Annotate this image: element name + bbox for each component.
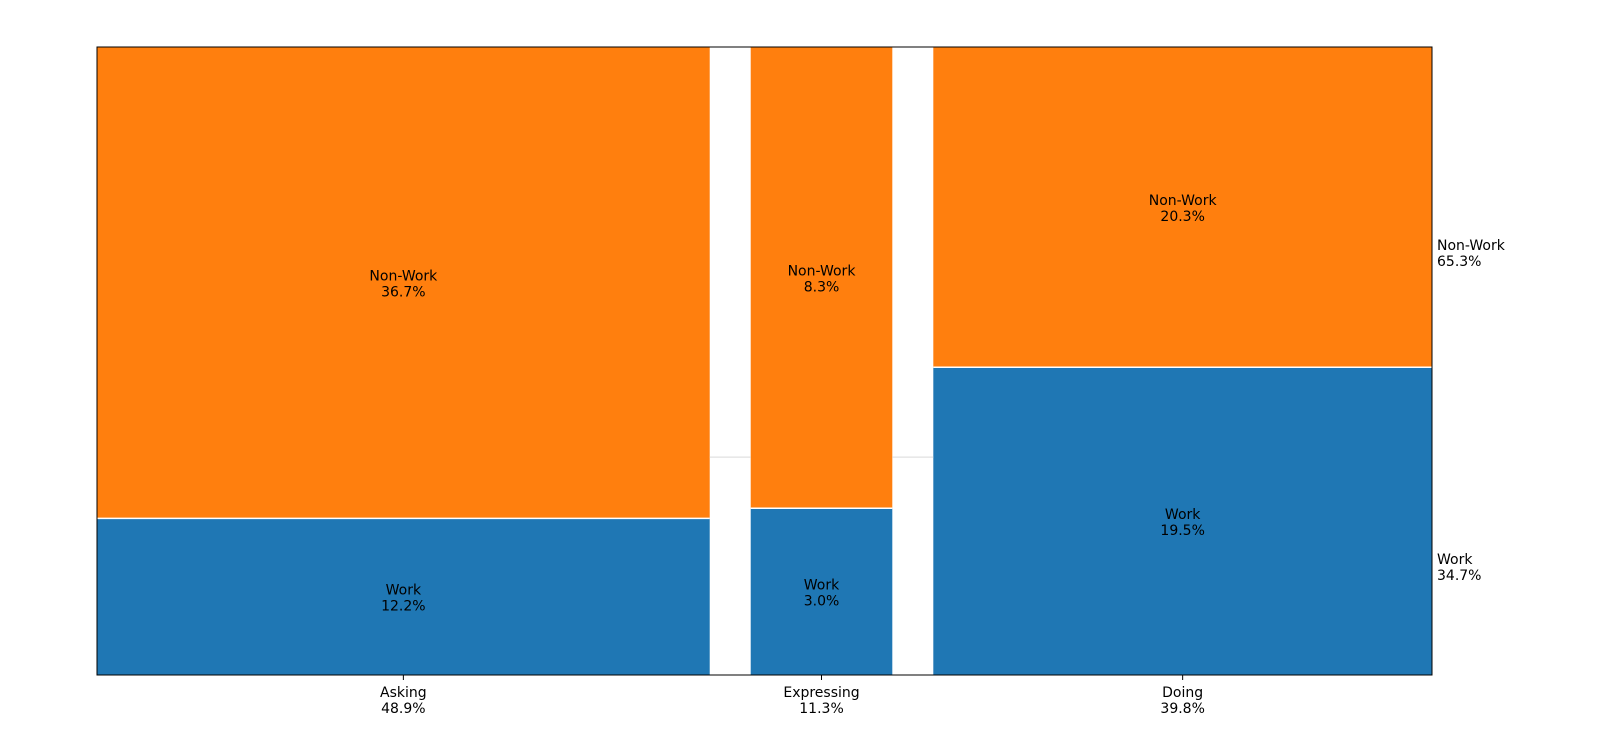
segment-label-expressing-work: Work	[804, 578, 840, 594]
right-label-non-work: Non-Work	[1437, 238, 1506, 254]
segment-value-doing-non-work: 20.3%	[1160, 209, 1204, 225]
segment-label-asking-non-work: Non-Work	[369, 269, 438, 285]
bar-asking-work	[97, 518, 710, 675]
bar-doing-non-work	[933, 47, 1432, 368]
segment-label-expressing-non-work: Non-Work	[788, 264, 857, 280]
segment-label-doing-work: Work	[1165, 507, 1201, 523]
x-tick-value-expressing: 11.3%	[799, 701, 843, 717]
segment-label-doing-non-work: Non-Work	[1149, 193, 1218, 209]
x-tick-value-doing: 39.8%	[1160, 701, 1204, 717]
plot-frame	[96, 46, 1433, 676]
bar-asking-non-work	[97, 47, 710, 519]
segment-value-expressing-non-work: 8.3%	[804, 280, 840, 296]
x-tick-label-expressing: Expressing	[783, 685, 859, 701]
segment-value-asking-work: 12.2%	[381, 599, 425, 615]
segment-value-doing-work: 19.5%	[1160, 523, 1204, 539]
x-tick-label-asking: Asking	[380, 685, 427, 701]
right-value-work: 34.7%	[1437, 568, 1481, 584]
x-tick-value-asking: 48.9%	[381, 701, 425, 717]
plot-area: Non-Work36.7%Work12.2%Asking48.9%Non-Wor…	[96, 46, 1506, 717]
segment-label-asking-work: Work	[386, 583, 422, 599]
bar-expressing-work	[750, 508, 893, 675]
segment-value-expressing-work: 3.0%	[804, 594, 840, 610]
right-value-non-work: 65.3%	[1437, 254, 1481, 270]
right-label-work: Work	[1437, 552, 1473, 568]
segment-value-asking-non-work: 36.7%	[381, 285, 425, 301]
bar-doing-work	[933, 367, 1432, 675]
bar-expressing-non-work	[750, 47, 893, 509]
x-tick-label-doing: Doing	[1162, 685, 1203, 701]
